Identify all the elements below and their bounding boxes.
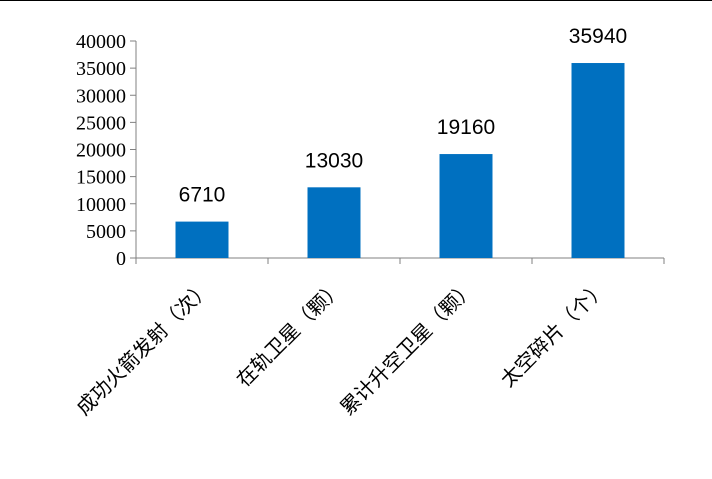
y-tick-label: 20000 (76, 140, 126, 162)
category-labels: 成功火箭发射（次） 在轨卫星（颗）累计升空卫星（颗） 太空碎片（个） (71, 276, 611, 420)
y-axis: 0 5000 10000 15000 20000 25000 30000 35000 40000 (76, 31, 137, 270)
category-label: 成功火箭发射（次） (71, 276, 215, 420)
data-label: 13030 (305, 149, 363, 172)
bars (175, 63, 625, 259)
y-tick-label: 0 (116, 248, 126, 270)
category-label: 太空碎片（个） (496, 276, 612, 392)
data-label: 19160 (437, 116, 495, 139)
y-tick-label: 30000 (76, 85, 126, 107)
bar (307, 187, 361, 258)
y-tick-label: 25000 (76, 112, 126, 134)
x-axis (135, 257, 665, 264)
y-tick-label: 5000 (86, 221, 126, 243)
y-tick-label: 40000 (76, 31, 126, 53)
bar (175, 221, 229, 258)
bar (571, 63, 625, 259)
category-label: 累计升空卫星（颗） (335, 276, 479, 420)
category-label: 在轨卫星（颗） (232, 276, 348, 392)
y-tick-label: 10000 (76, 194, 126, 216)
data-label: 6710 (179, 184, 226, 207)
y-tick-label: 15000 (76, 167, 126, 189)
bar (439, 154, 493, 258)
y-tick-label: 35000 (76, 58, 126, 80)
data-label: 35940 (569, 25, 627, 48)
data-labels: 6710 13030 19160 35940 (179, 25, 628, 207)
